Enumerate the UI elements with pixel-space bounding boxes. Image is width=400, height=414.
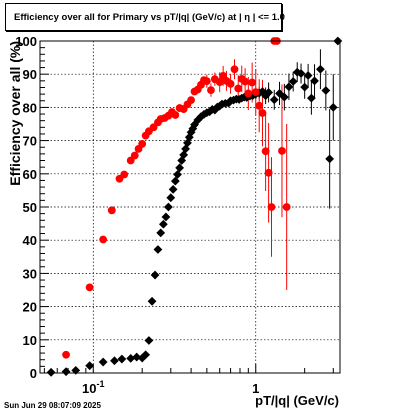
plot-frame [39,40,341,374]
data-point-primary [179,150,189,160]
y-tick-label: 70 [23,134,37,149]
y-axis-label: Efficiency over all (%) [7,41,23,186]
data-point-primary [98,357,108,367]
data-point-primary [242,93,252,102]
data-point-primary [175,163,185,173]
data-point-primary [288,77,298,86]
y-tick-label: 60 [23,167,37,182]
timestamp: Sun Jun 29 08:07:09 2025 [4,401,101,410]
x-tick-label: 10-1 [82,379,104,396]
data-point-primary [144,336,154,345]
data-point-secondary [282,203,291,211]
data-point-primary [284,82,294,92]
data-point-primary [316,64,325,74]
data-point-secondary [207,86,215,95]
x-axis-label: pT/|q| (GeV/c) [255,393,339,408]
y-tick-label: 0 [30,366,37,381]
data-point-primary [205,107,215,117]
x-tick-label: 1 [252,381,259,396]
data-point-primary [61,367,71,377]
data-point-primary [199,109,209,119]
data-point-primary [269,95,279,105]
data-point-primary [156,228,166,238]
data-point-secondary [255,101,264,110]
data-point-secondary [226,79,235,88]
data-point-primary [170,176,180,186]
data-point-primary [183,138,192,148]
data-point-primary [153,245,163,254]
y-tick-label: 40 [23,233,37,248]
data-point-primary [173,170,182,179]
data-point-primary [264,88,274,97]
y-tick-label: 90 [23,67,37,82]
data-point-primary [310,76,319,86]
data-point-primary [137,353,147,363]
data-point-secondary [234,84,243,93]
data-point-primary [164,202,173,212]
data-point-primary [184,132,194,142]
data-point-secondary [138,140,147,148]
data-point-secondary [99,235,108,244]
data-point-primary [141,350,151,360]
y-tick-label: 80 [23,100,37,115]
data-point-primary [306,93,316,103]
title-box: Efficiency over all for Primary vs pT/|q… [5,3,285,31]
data-point-primary [110,356,119,366]
data-point-secondary [244,89,253,98]
data-point-primary [158,219,168,229]
data-point-secondary [215,78,224,87]
data-point-secondary [230,65,239,74]
data-point-secondary [130,151,139,160]
y-tick-label: 30 [23,266,37,281]
data-point-secondary [85,283,94,292]
y-tick-label: 20 [23,300,37,315]
data-point-primary [190,120,199,130]
data-point-secondary [248,78,257,87]
data-point-primary [147,296,157,306]
data-point-primary [132,352,142,362]
data-point-primary [117,354,127,364]
data-point-primary [325,154,335,164]
data-point-secondary [171,111,180,119]
data-point-secondary [120,170,129,179]
data-point-secondary [241,77,250,86]
y-tick-label: 10 [23,333,37,348]
data-point-primary [328,103,338,112]
axes: 0 10 20 30 40 50 60 70 80 90 100 10-1 1 [15,34,334,396]
data-point-secondary [267,203,276,211]
data-point-secondary [264,168,273,177]
data-point-primary [166,193,176,203]
data-point-primary [303,71,313,80]
data-point-secondary [202,77,211,86]
data-point-primary [186,127,196,137]
data-point-primary [161,212,171,222]
data-point-primary [193,115,203,125]
data-point-primary [168,185,178,194]
data-point-primary [321,86,331,95]
data-point-secondary [107,206,116,215]
y-tick-label: 100 [15,34,37,49]
data-point-secondary [251,88,260,97]
grid-lines [40,40,340,374]
data-point-primary [210,105,220,115]
data-point-primary [300,82,310,92]
data-point-secondary [258,109,267,117]
data-point-primary [85,361,95,371]
data-point-secondary [62,350,70,359]
data-point-primary [71,365,81,375]
data-point-secondary [278,146,286,155]
data-point-primary [150,270,160,280]
y-tick-label: 50 [23,200,37,215]
data-point-primary [181,144,190,154]
data-point-primary [177,156,187,165]
data-point-primary [46,367,56,377]
data-points [46,36,343,377]
data-point-secondary [187,96,195,104]
chart-title: Efficiency over all for Primary vs pT/|q… [14,12,285,23]
data-point-primary [279,92,289,102]
data-point-secondary [261,147,270,156]
data-point-primary [126,353,136,363]
data-point-primary [296,69,306,78]
